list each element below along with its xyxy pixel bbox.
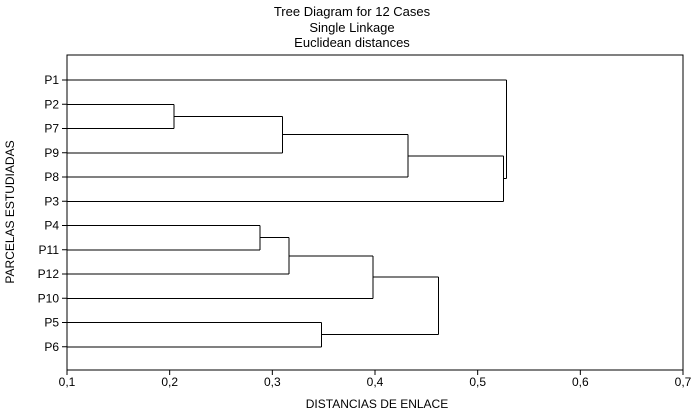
merge-link-7 <box>67 134 409 178</box>
case-label-p3: P3 <box>44 194 59 208</box>
merge-link-2 <box>67 225 261 251</box>
chart-title: Tree Diagram for 12 Cases Single Linkage… <box>274 4 431 50</box>
chart-title-line-1: Tree Diagram for 12 Cases <box>274 4 431 19</box>
merge-link-8 <box>321 276 440 336</box>
case-labels: P1 P2 P7 P9 P8 P3 P4 P11 P12 P10 P5 P6 <box>38 73 67 354</box>
merge-link-9 <box>67 155 504 202</box>
x-tick-label: 0,3 <box>264 375 281 389</box>
case-label-p2: P2 <box>44 97 59 111</box>
case-label-p9: P9 <box>44 146 59 160</box>
case-label-p6: P6 <box>44 340 59 354</box>
case-label-p7: P7 <box>44 122 59 136</box>
x-axis: 0,1 0,2 0,3 0,4 0,5 0,6 0,7 <box>59 370 692 389</box>
case-label-p5: P5 <box>44 316 59 330</box>
x-tick-label: 0,5 <box>469 375 486 389</box>
dendrogram-links <box>67 79 507 348</box>
case-label-p11: P11 <box>39 243 60 257</box>
x-tick-label: 0,4 <box>367 375 384 389</box>
chart-title-line-3: Euclidean distances <box>294 35 410 50</box>
merge-link-1 <box>67 103 175 129</box>
chart-title-line-2: Single Linkage <box>309 20 394 35</box>
merge-link-5 <box>67 322 323 348</box>
y-axis-title: PARCELAS ESTUDIADAS <box>3 140 17 283</box>
case-label-p4: P4 <box>44 219 59 233</box>
x-tick-label: 0,6 <box>572 375 589 389</box>
case-label-p8: P8 <box>44 170 59 184</box>
x-tick-label: 0,2 <box>161 375 178 389</box>
x-tick-label: 0,7 <box>675 375 692 389</box>
merge-link-10 <box>67 79 507 180</box>
case-label-p12: P12 <box>38 267 60 281</box>
x-tick-label: 0,1 <box>59 375 76 389</box>
x-axis-title: DISTANCIAS DE ENLACE <box>306 397 448 411</box>
case-label-p10: P10 <box>38 291 60 305</box>
case-label-p1: P1 <box>44 73 59 87</box>
